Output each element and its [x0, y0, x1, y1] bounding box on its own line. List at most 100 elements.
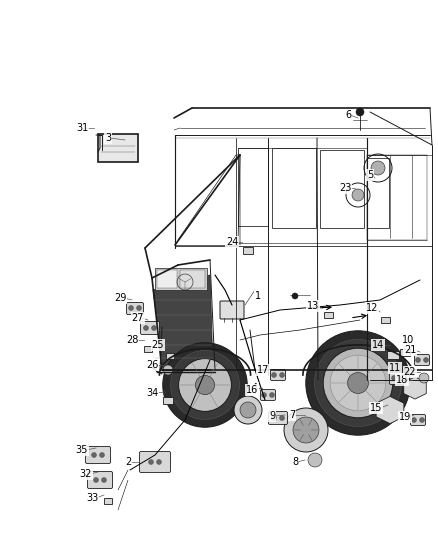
Text: 8: 8	[292, 457, 298, 467]
Circle shape	[272, 416, 276, 421]
Text: 26: 26	[146, 360, 158, 370]
FancyBboxPatch shape	[271, 369, 286, 381]
Bar	[381, 317, 390, 324]
FancyBboxPatch shape	[139, 451, 170, 472]
Circle shape	[170, 350, 240, 419]
Polygon shape	[404, 377, 426, 399]
FancyBboxPatch shape	[141, 321, 159, 335]
Text: 31: 31	[76, 123, 88, 133]
FancyBboxPatch shape	[127, 303, 144, 314]
Circle shape	[269, 392, 275, 398]
Circle shape	[420, 417, 424, 423]
Text: 15: 15	[370, 403, 382, 413]
Text: 22: 22	[404, 367, 416, 377]
FancyBboxPatch shape	[261, 390, 276, 400]
Circle shape	[92, 453, 96, 457]
Circle shape	[323, 348, 393, 418]
Bar	[180, 270, 205, 288]
Circle shape	[306, 331, 410, 435]
Text: 27: 27	[132, 313, 144, 323]
Bar	[144, 346, 152, 352]
Text: 16: 16	[246, 385, 258, 395]
Circle shape	[411, 417, 417, 423]
Bar	[320, 150, 364, 228]
Text: 29: 29	[114, 293, 126, 303]
Circle shape	[272, 373, 276, 377]
Circle shape	[102, 478, 106, 482]
Circle shape	[279, 416, 285, 421]
Circle shape	[163, 343, 247, 427]
Bar	[272, 148, 316, 228]
Polygon shape	[153, 275, 213, 368]
Bar	[400, 349, 410, 356]
Bar	[367, 155, 427, 240]
Circle shape	[195, 375, 215, 394]
Bar	[104, 498, 112, 504]
Circle shape	[352, 189, 364, 201]
FancyBboxPatch shape	[85, 447, 110, 464]
Bar	[367, 158, 389, 228]
Circle shape	[163, 365, 173, 375]
Circle shape	[137, 305, 141, 311]
Circle shape	[240, 402, 256, 418]
Text: 13: 13	[307, 301, 319, 311]
Text: 33: 33	[86, 493, 98, 503]
Text: 32: 32	[80, 469, 92, 479]
Circle shape	[399, 376, 405, 381]
Circle shape	[152, 326, 156, 330]
Text: 5: 5	[367, 170, 373, 180]
Circle shape	[419, 373, 429, 383]
Text: 21: 21	[404, 345, 416, 355]
Text: 3: 3	[105, 133, 111, 143]
Text: 2: 2	[125, 457, 131, 467]
Text: 25: 25	[152, 340, 164, 350]
FancyBboxPatch shape	[410, 415, 425, 425]
Text: 35: 35	[76, 445, 88, 455]
Circle shape	[261, 392, 266, 398]
Circle shape	[348, 373, 368, 393]
Bar	[243, 247, 253, 254]
Bar	[324, 312, 333, 318]
Text: 6: 6	[345, 110, 351, 120]
Circle shape	[128, 305, 134, 311]
Bar	[157, 270, 177, 288]
Text: 23: 23	[339, 183, 351, 193]
Text: 18: 18	[396, 375, 408, 385]
Text: 34: 34	[146, 388, 158, 398]
Bar	[98, 134, 138, 162]
Circle shape	[156, 459, 162, 464]
Text: 12: 12	[366, 303, 378, 313]
Text: 7: 7	[289, 410, 295, 420]
Bar	[166, 353, 174, 359]
Circle shape	[179, 359, 231, 411]
Circle shape	[284, 408, 328, 452]
Text: 9: 9	[269, 411, 275, 421]
Circle shape	[279, 373, 285, 377]
Text: 14: 14	[372, 340, 384, 350]
Bar	[387, 351, 399, 359]
FancyBboxPatch shape	[220, 301, 244, 319]
Bar	[163, 397, 173, 404]
Circle shape	[148, 459, 153, 464]
Text: 1: 1	[255, 291, 261, 301]
Circle shape	[330, 355, 386, 411]
Circle shape	[392, 376, 396, 381]
Circle shape	[144, 326, 148, 330]
Text: 19: 19	[399, 412, 411, 422]
Text: 17: 17	[257, 365, 269, 375]
Text: 10: 10	[402, 335, 414, 345]
Circle shape	[99, 453, 105, 457]
Polygon shape	[376, 397, 404, 424]
FancyBboxPatch shape	[389, 373, 406, 384]
Text: 28: 28	[126, 335, 138, 345]
Circle shape	[371, 161, 385, 175]
FancyBboxPatch shape	[414, 354, 430, 366]
Text: 24: 24	[226, 237, 238, 247]
Circle shape	[292, 293, 298, 299]
Text: 4: 4	[252, 383, 258, 393]
Circle shape	[356, 108, 364, 116]
Text: 11: 11	[389, 363, 401, 373]
Circle shape	[293, 417, 319, 443]
Circle shape	[308, 453, 322, 467]
Circle shape	[424, 358, 428, 362]
